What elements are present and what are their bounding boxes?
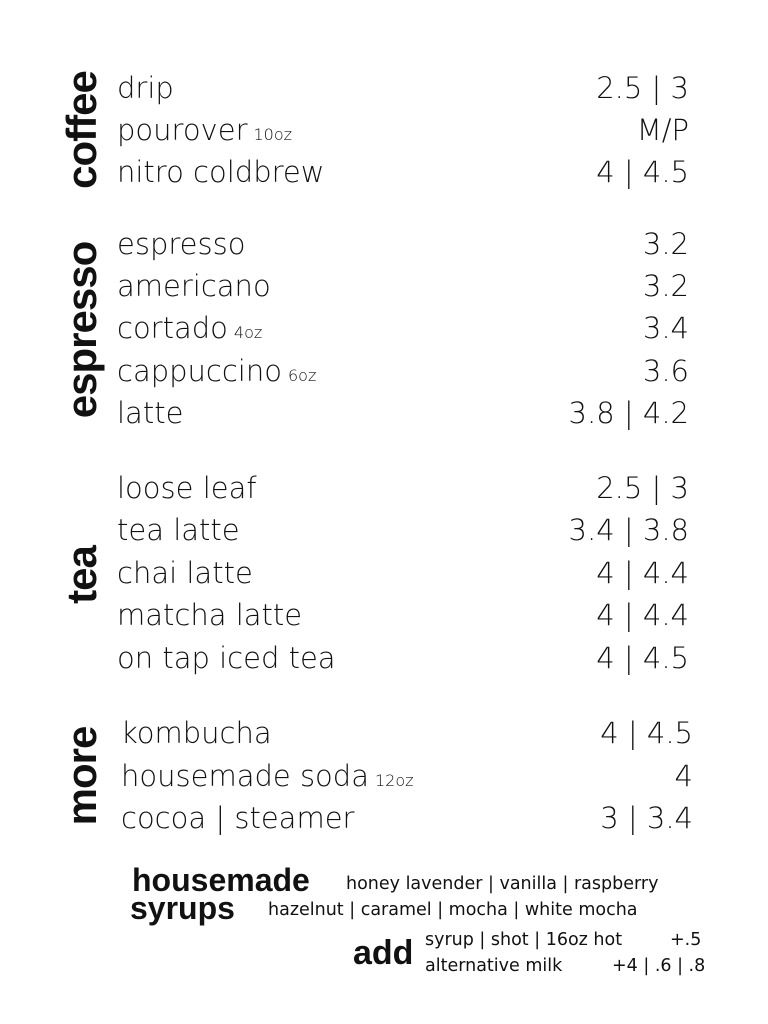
- menu-item: pourover 10oz M/P: [117, 110, 689, 150]
- menu-item: matcha latte 4 | 4.4: [117, 595, 689, 635]
- item-price: 3.4 | 3.8: [568, 513, 689, 547]
- category-tea: tea: [58, 546, 105, 604]
- syrups-title-line2: syrups: [130, 890, 235, 926]
- item-price: 2.5 | 3: [596, 471, 689, 505]
- item-name: kombucha: [121, 716, 272, 750]
- item-price: 3.6: [642, 354, 689, 388]
- item-name: housemade soda: [121, 759, 369, 793]
- menu-item: cappuccino 6oz 3.6: [117, 351, 689, 391]
- item-price: 3.8 | 4.2: [568, 396, 689, 430]
- item-size: 6oz: [287, 366, 317, 385]
- syrups-title-line1: housemade: [132, 862, 310, 898]
- category-espresso: espresso: [58, 241, 105, 419]
- add-line2-price: +4 | .6 | .8: [612, 956, 706, 976]
- menu-item: drip 2.5 | 3: [117, 68, 689, 108]
- item-name: cocoa | steamer: [121, 801, 355, 835]
- menu-item: housemade soda 12oz 4: [121, 756, 693, 796]
- item-price: 2.5 | 3: [596, 71, 689, 105]
- add-title: add: [353, 934, 414, 972]
- item-name: nitro coldbrew: [117, 155, 325, 189]
- item-name: cappuccino: [117, 354, 282, 388]
- item-price: 3.4: [642, 311, 689, 345]
- item-name: on tap iced tea: [117, 641, 336, 675]
- menu-item: on tap iced tea 4 | 4.5: [117, 638, 689, 678]
- item-name: cortado: [117, 311, 228, 345]
- item-price: 4 | 4.4: [596, 598, 689, 632]
- category-more: more: [58, 726, 105, 826]
- menu-item: espresso 3.2: [117, 224, 689, 264]
- item-price: 4 | 4.5: [596, 641, 689, 675]
- menu-item: cortado 4oz 3.4: [117, 308, 689, 348]
- item-price: 3 | 3.4: [600, 801, 693, 835]
- item-price: 4 | 4.5: [600, 716, 693, 750]
- menu-item: chai latte 4 | 4.4: [117, 553, 689, 593]
- item-price: 3.2: [642, 269, 689, 303]
- item-size: 12oz: [374, 771, 414, 790]
- item-price: 4 | 4.5: [596, 155, 689, 189]
- add-line1-price: +.5: [670, 930, 702, 950]
- category-coffee: coffee: [58, 71, 105, 189]
- menu-item: tea latte 3.4 | 3.8: [117, 510, 689, 550]
- item-name: espresso: [117, 227, 246, 261]
- add-line2-label: alternative milk: [425, 956, 563, 976]
- item-size: 10oz: [253, 125, 293, 144]
- syrups-line1: honey lavender | vanilla | raspberry: [346, 874, 659, 894]
- add-line1-label: syrup | shot | 16oz hot: [425, 930, 623, 950]
- item-name: pourover: [117, 113, 248, 147]
- menu-item: cocoa | steamer 3 | 3.4: [121, 798, 693, 838]
- item-size: 4oz: [233, 323, 263, 342]
- syrups-line2: hazelnut | caramel | mocha | white mocha: [268, 900, 638, 920]
- item-name: matcha latte: [117, 598, 303, 632]
- item-price: M/P: [636, 113, 689, 147]
- item-name: chai latte: [117, 556, 253, 590]
- menu-item: nitro coldbrew 4 | 4.5: [117, 152, 689, 192]
- item-name: loose leaf: [117, 471, 257, 505]
- menu-item: loose leaf 2.5 | 3: [117, 468, 689, 508]
- menu-item: kombucha 4 | 4.5: [121, 713, 693, 753]
- menu-item: americano 3.2: [117, 266, 689, 306]
- item-name: americano: [117, 269, 271, 303]
- menu-item: latte 3.8 | 4.2: [117, 393, 689, 433]
- item-name: tea latte: [117, 513, 240, 547]
- item-price: 4: [674, 759, 693, 793]
- item-name: drip: [117, 71, 174, 105]
- item-price: 4 | 4.4: [596, 556, 689, 590]
- item-name: latte: [117, 396, 184, 430]
- item-price: 3.2: [642, 227, 689, 261]
